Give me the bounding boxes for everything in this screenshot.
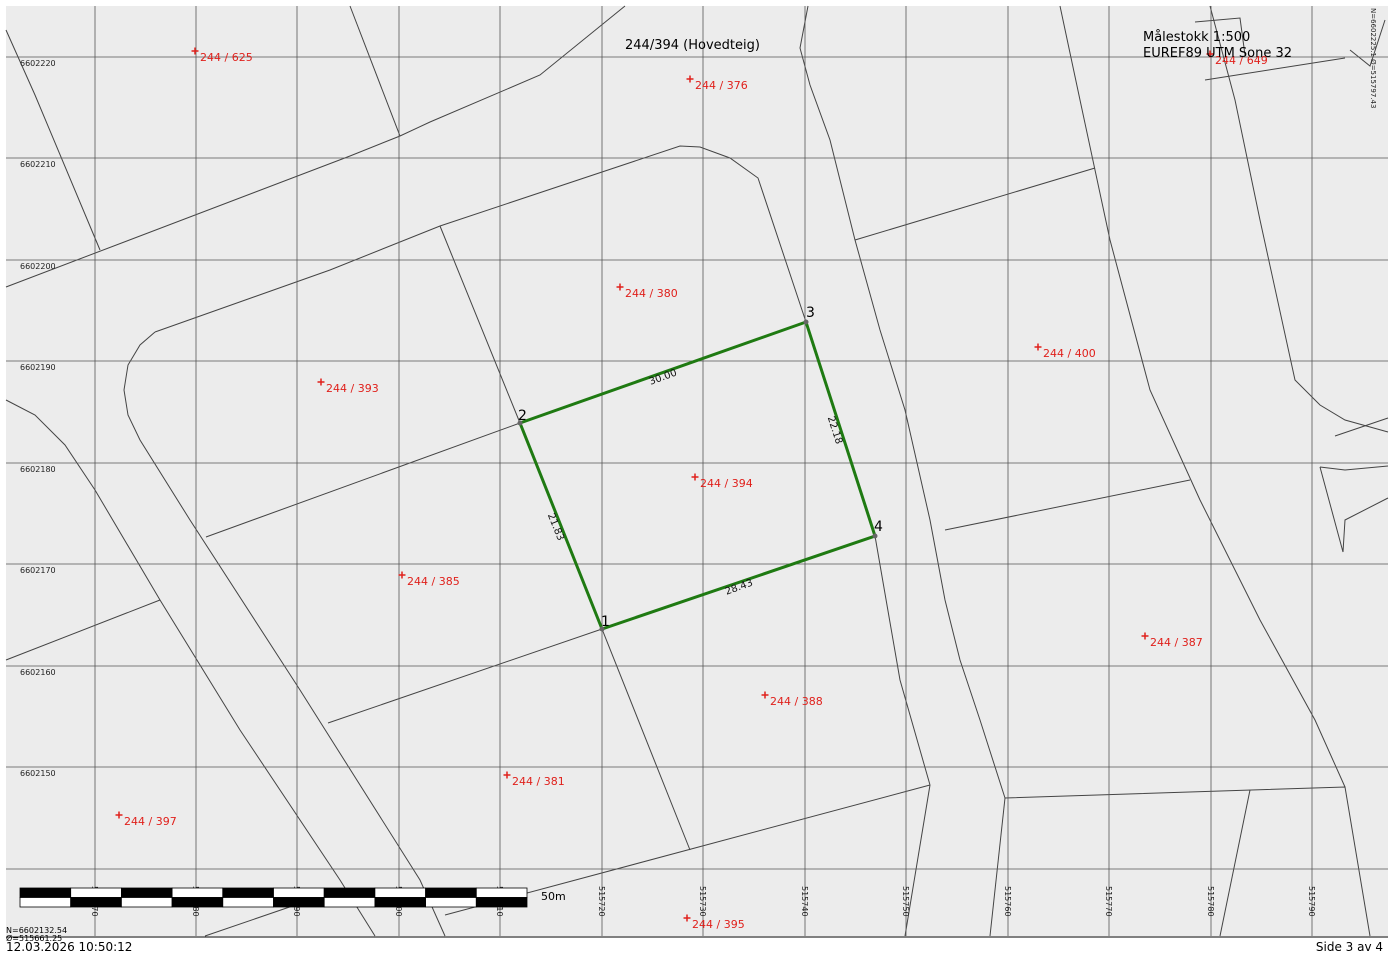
parcel-marker[interactable]: 244 / 393 [317,378,379,396]
scale-bar [19,887,528,908]
corner-east: Ø=515661.25 [6,933,62,943]
scale-bar-segment [374,897,426,908]
scale-bar-segment [19,897,72,908]
northing-label: 6602170 [20,566,56,575]
northing-label: 6602150 [20,769,56,778]
northing-label: 6602190 [20,363,56,372]
scale-bar-segment [273,897,325,908]
scale-bar-segment [425,887,477,898]
easting-label: 515760 [1003,886,1012,917]
northing-label: 6602210 [20,160,56,169]
easting-label: 515770 [1104,886,1113,917]
easting-label: 515720 [597,886,606,917]
northing-label: 6602180 [20,465,56,474]
parcel-marker[interactable]: 244 / 400 [1034,343,1096,361]
parcel-label: 244 / 380 [625,287,678,300]
scale-bar-segment [374,887,426,898]
corner-label: 4 [874,519,883,535]
scale-bar-segment [475,887,528,898]
scale-bar-segment [273,887,325,898]
corner-label: 1 [601,614,610,630]
scale-bar-segment [70,887,122,898]
corner-point[interactable] [872,533,878,539]
scale-bar-segment [323,887,376,898]
parcel-marker[interactable]: 244 / 385 [398,571,460,589]
parcel-marker[interactable]: 244 / 395 [683,914,745,932]
parcel-label: 244 / 397 [124,815,177,828]
scale-bar-segment [222,897,274,908]
corner-point[interactable] [599,626,605,632]
map-title: 244/394 (Hovedteig) [625,38,760,53]
top-right-coordinates: N=6602225.1 Ø=515797.43 [1369,8,1377,108]
easting-label: 515730 [698,886,707,917]
map-background [6,6,1388,936]
easting-label: 515750 [901,886,910,917]
parcel-label: 244 / 395 [692,918,745,931]
scale-bar-segment [425,897,477,908]
scale-bar-segment [475,897,528,908]
scale-bar-segment [222,887,274,898]
parcel-label: 244 / 394 [700,477,753,490]
corner-point[interactable] [517,420,523,426]
easting-label: 515790 [1307,886,1316,917]
parcel-marker[interactable]: 244 / 387 [1141,632,1203,650]
parcel-marker[interactable]: 244 / 376 [686,75,748,93]
parcel-marker[interactable]: 244 / 388 [761,691,823,709]
scale-bar-segment [171,887,224,898]
parcel-marker[interactable]: 244 / 394 [691,473,753,491]
scale-bar-segment [70,897,122,908]
parcel-marker[interactable]: 244 / 625 [191,47,253,65]
northing-label: 6602160 [20,668,56,677]
parcel-marker[interactable]: 244 / 381 [503,771,565,789]
scale-bar-segment [171,897,224,908]
parcel-label: 244 / 376 [695,79,748,92]
parcel-marker[interactable]: 244 / 380 [616,283,678,301]
northing-label: 6602220 [20,59,56,68]
parcel-marker[interactable]: 244 / 649 [1206,50,1268,68]
parcel-label: 244 / 387 [1150,636,1203,649]
scale-bar-label: 50m [541,890,566,903]
scale-label: Målestokk 1:500 [1143,30,1250,45]
parcel-label: 244 / 388 [770,695,823,708]
scale-bar-segment [121,887,173,898]
corner-north: N=6602132.54 [6,926,67,935]
coordinate-grid [6,6,1388,936]
page-number: Side 3 av 4 [1315,940,1383,954]
northing-label: 6602200 [20,262,56,271]
scale-bar-segment [323,897,376,908]
corner-label: 2 [518,408,527,424]
easting-label: 515740 [800,886,809,917]
print-timestamp: 12.03.2026 10:50:12 [6,940,133,954]
scale-bar-segment [121,897,173,908]
corner-point[interactable] [803,319,809,325]
corner-label: 3 [806,305,815,321]
parcel-label: 244 / 400 [1043,347,1096,360]
parcel-labels: 244 / 625 244 / 376 244 / 649 244 / 380 244 … [115,47,1268,932]
parcel-label: 244 / 381 [512,775,565,788]
parcel-label: 244 / 649 [1215,54,1268,67]
parcel-label: 244 / 625 [200,51,253,64]
parcel-label: 244 / 385 [407,575,460,588]
projection-label: EUREF89 UTM Sone 32 [1143,46,1292,61]
parcel-label: 244 / 393 [326,382,379,395]
parcel-marker[interactable]: 244 / 397 [115,811,177,829]
easting-label: 515780 [1206,886,1215,917]
scale-bar-segment [19,887,72,898]
